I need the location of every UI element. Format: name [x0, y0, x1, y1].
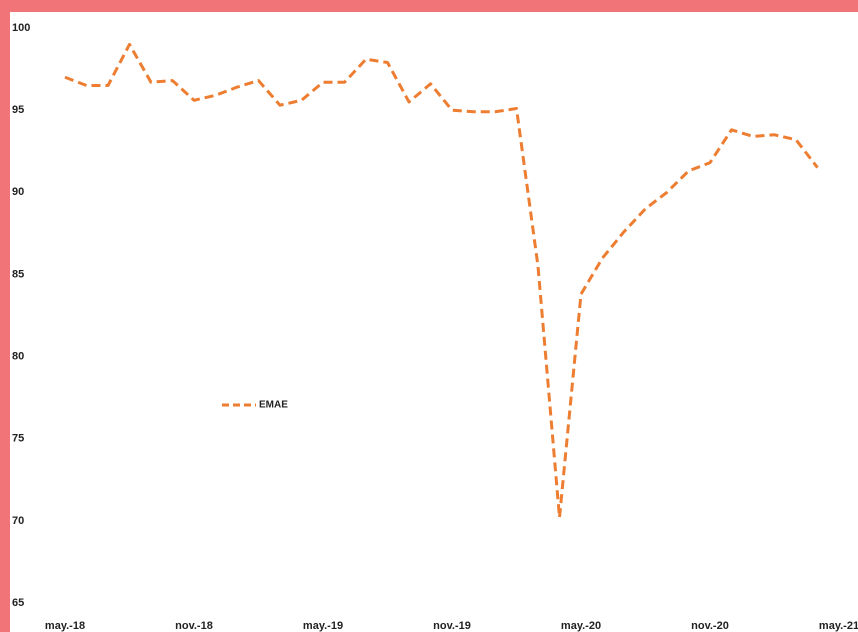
y-tick-label: 85 — [12, 268, 24, 280]
y-tick-label: 100 — [12, 22, 30, 34]
legend-label: EMAE — [259, 400, 288, 411]
x-tick-label: may.-19 — [303, 620, 343, 632]
x-tick-label: may.-20 — [561, 620, 601, 632]
x-tick-label: nov.-18 — [175, 620, 213, 632]
x-tick-label: nov.-20 — [691, 620, 729, 632]
y-tick-label: 75 — [12, 433, 24, 445]
x-tick-label: may.-21 — [819, 620, 858, 632]
y-tick-label: 80 — [12, 350, 24, 362]
x-tick-label: nov.-19 — [433, 620, 471, 632]
y-tick-label: 65 — [12, 597, 24, 609]
y-tick-label: 95 — [12, 104, 24, 116]
x-tick-label: may.-18 — [45, 620, 85, 632]
y-tick-label: 90 — [12, 186, 24, 198]
data-line — [64, 42, 819, 520]
y-tick-label: 70 — [12, 515, 24, 527]
plot-background — [10, 12, 858, 632]
